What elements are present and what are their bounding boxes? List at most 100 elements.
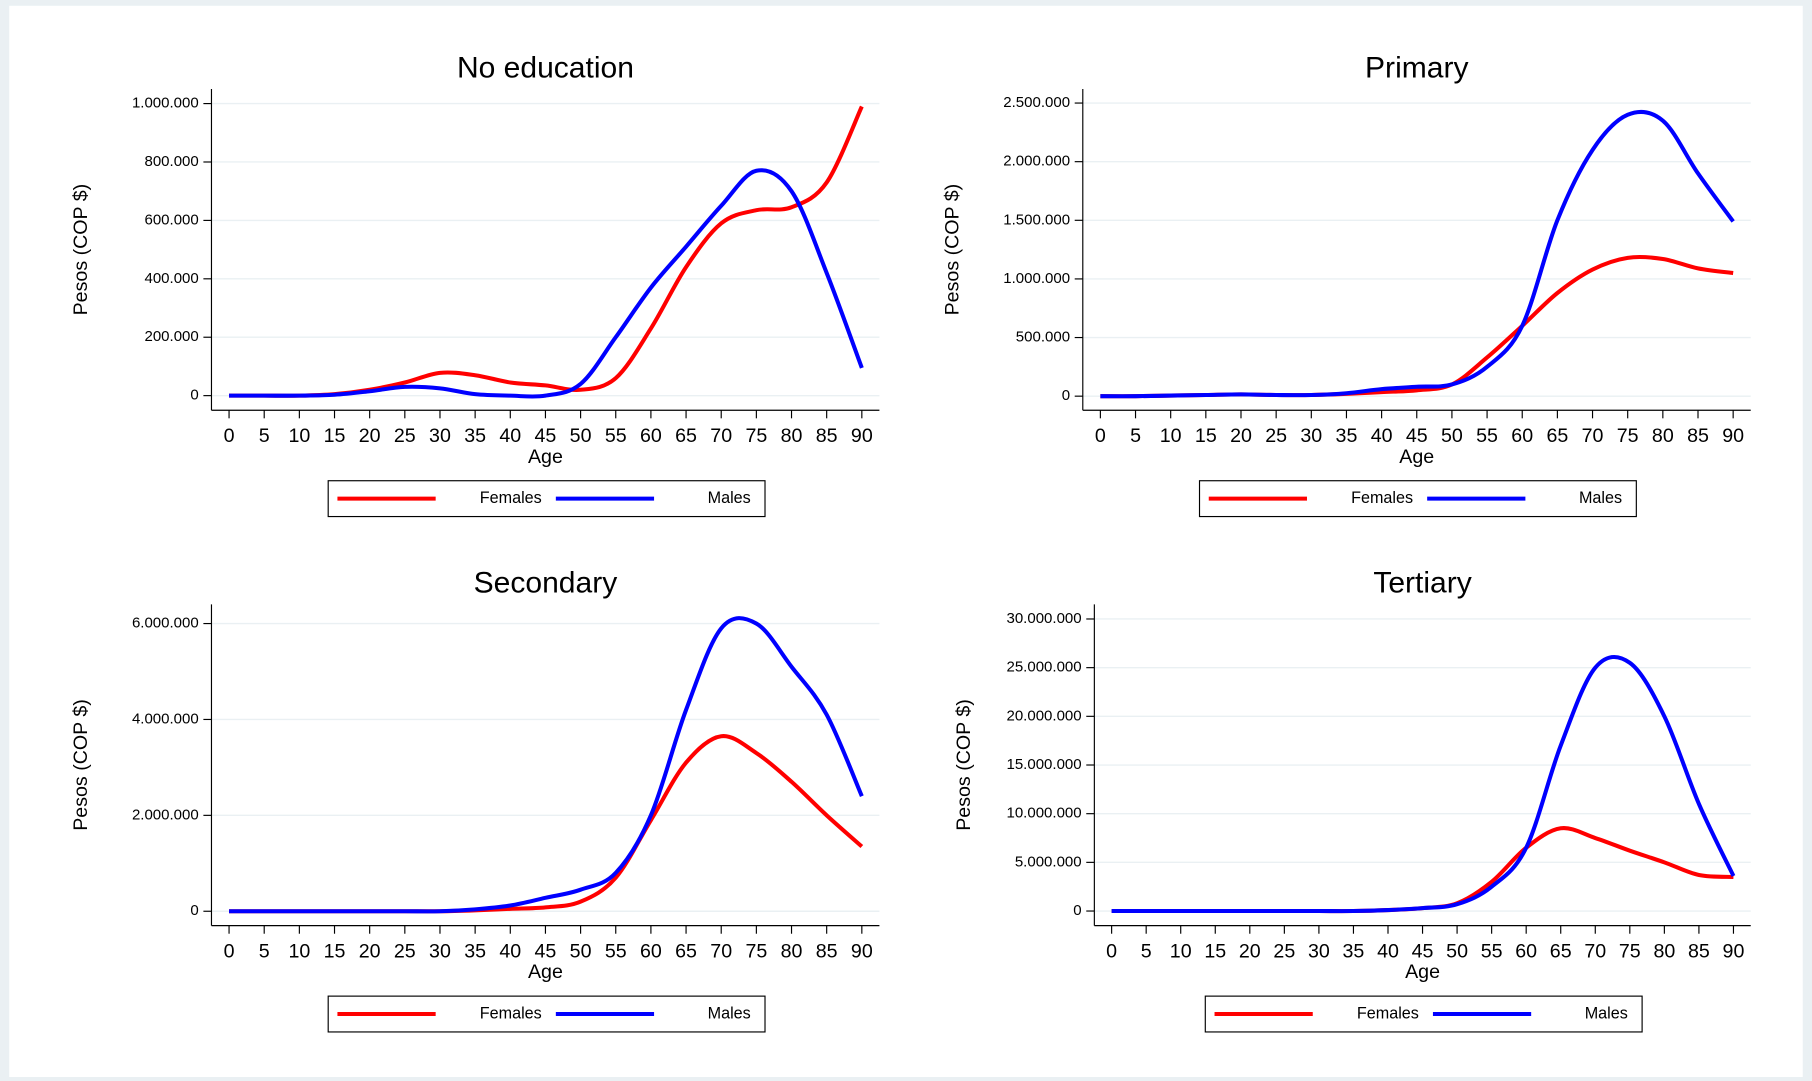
x-tick-label: 70: [710, 425, 732, 447]
figure: No education 0 200.000 400.000 600.000 800.00…: [9, 5, 1803, 1078]
x-tick-label: 10: [1160, 425, 1182, 447]
y-tick-label: 1.000.000: [132, 95, 199, 112]
x-axis-label: Age: [1405, 961, 1440, 983]
x-tick-label: 20: [359, 940, 381, 962]
x-tick-label: 5: [259, 940, 270, 962]
x-tick-label: 20: [1230, 425, 1252, 447]
y-axis-label: Pesos (COP $): [70, 184, 92, 316]
y-tick-label: 2.000.000: [132, 806, 199, 823]
x-tick-label: 90: [1723, 940, 1745, 962]
x-tick-label: 45: [535, 425, 557, 447]
x-tick-label: 25: [1265, 425, 1287, 447]
y-tick-label: 0: [190, 902, 198, 919]
x-tick-label: 65: [675, 425, 697, 447]
legend-label: Males: [1579, 489, 1622, 507]
y-tick-label: 0: [1062, 387, 1070, 404]
x-tick-label: 15: [1204, 940, 1226, 962]
y-tick-label: 20.000.000: [1006, 707, 1081, 724]
x-tick-label: 90: [1722, 425, 1744, 447]
x-tick-label: 35: [464, 940, 486, 962]
chart-panel: No education 0 200.000 400.000 600.000 800.00…: [70, 51, 880, 518]
x-tick-label: 70: [1584, 940, 1606, 962]
series-line: [229, 616, 864, 914]
x-tick-label: 45: [1406, 425, 1428, 447]
y-tick-label: 0: [1073, 902, 1081, 919]
x-tick-label: 10: [1170, 940, 1192, 962]
x-tick-label: 75: [1617, 425, 1639, 447]
y-tick-label: 1.000.000: [1003, 270, 1070, 287]
y-tick-label: 5.000.000: [1015, 853, 1082, 870]
y-tick-label: 10.000.000: [1006, 805, 1081, 822]
y-tick-label: 30.000.000: [1006, 610, 1081, 627]
x-tick-label: 55: [605, 425, 627, 447]
x-tick-label: 80: [781, 425, 803, 447]
x-tick-label: 75: [1619, 940, 1641, 962]
legend-label: Females: [480, 489, 542, 507]
x-tick-label: 70: [1582, 425, 1604, 447]
x-tick-label: 45: [1412, 940, 1434, 962]
x-tick-label: 35: [1343, 940, 1365, 962]
y-tick-label: 25.000.000: [1006, 659, 1081, 676]
x-tick-label: 40: [499, 940, 521, 962]
x-tick-label: 0: [1106, 940, 1117, 962]
x-tick-label: 0: [224, 940, 235, 962]
x-tick-label: 50: [570, 940, 592, 962]
x-tick-label: 10: [288, 425, 310, 447]
x-axis-label: Age: [528, 961, 563, 983]
y-axis-label: Pesos (COP $): [953, 699, 975, 831]
x-tick-label: 40: [499, 425, 521, 447]
y-axis-label: Pesos (COP $): [70, 699, 92, 831]
x-tick-label: 5: [1141, 940, 1152, 962]
x-tick-label: 45: [535, 940, 557, 962]
y-tick-label: 600.000: [144, 211, 198, 228]
x-tick-label: 75: [745, 940, 767, 962]
x-tick-label: 30: [429, 425, 451, 447]
y-tick-label: 6.000.000: [132, 615, 199, 632]
x-axis-label: Age: [528, 446, 563, 468]
y-tick-label: 200.000: [144, 328, 198, 345]
x-tick-label: 10: [288, 940, 310, 962]
x-tick-label: 40: [1377, 940, 1399, 962]
plot-area: [211, 88, 880, 411]
x-tick-label: 60: [1515, 940, 1537, 962]
x-tick-label: 90: [851, 940, 873, 962]
x-tick-label: 55: [1476, 425, 1498, 447]
series-line: [229, 168, 864, 399]
x-tick-label: 50: [570, 425, 592, 447]
x-tick-label: 35: [1336, 425, 1358, 447]
y-tick-label: 400.000: [144, 270, 198, 287]
chart-title: Tertiary: [1373, 567, 1471, 600]
x-tick-label: 55: [605, 940, 627, 962]
legend-label: Males: [708, 1004, 751, 1022]
series-line: [1100, 109, 1735, 399]
x-tick-label: 30: [1308, 940, 1330, 962]
x-tick-label: 80: [1653, 940, 1675, 962]
y-axis-label: Pesos (COP $): [942, 184, 964, 316]
x-tick-label: 50: [1441, 425, 1463, 447]
x-tick-label: 80: [1652, 425, 1674, 447]
y-tick-label: 1.500.000: [1003, 211, 1070, 228]
plot-area: [211, 604, 880, 926]
x-tick-label: 75: [745, 425, 767, 447]
x-tick-label: 65: [1546, 425, 1568, 447]
x-tick-label: 85: [816, 940, 838, 962]
x-tick-label: 85: [1688, 940, 1710, 962]
x-tick-label: 15: [324, 425, 346, 447]
y-tick-label: 800.000: [144, 153, 198, 170]
chart-title: No education: [457, 51, 634, 84]
x-tick-label: 60: [640, 425, 662, 447]
x-tick-label: 5: [1130, 425, 1141, 447]
x-tick-label: 40: [1371, 425, 1393, 447]
x-tick-label: 5: [259, 425, 270, 447]
x-tick-label: 50: [1446, 940, 1468, 962]
x-tick-label: 0: [1095, 425, 1106, 447]
y-tick-label: 2.500.000: [1003, 94, 1070, 111]
x-tick-label: 85: [1687, 425, 1709, 447]
x-tick-label: 70: [710, 940, 732, 962]
legend-label: Males: [708, 489, 751, 507]
y-tick-label: 4.000.000: [132, 710, 199, 727]
x-tick-label: 90: [851, 425, 873, 447]
